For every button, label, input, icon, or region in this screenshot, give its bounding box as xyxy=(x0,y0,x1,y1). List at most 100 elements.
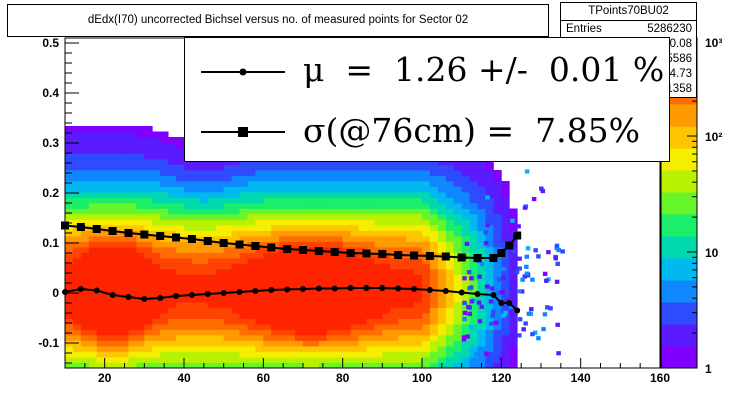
heatmap-cell xyxy=(429,247,439,253)
heatmap-cell xyxy=(374,258,383,264)
heatmap-cell xyxy=(287,225,296,231)
heatmap-cell xyxy=(160,357,169,363)
heatmap-cell xyxy=(231,285,240,292)
heatmap-cell xyxy=(493,313,502,319)
heatmap-cell xyxy=(414,208,423,215)
heatmap-cell xyxy=(65,192,74,198)
heatmap-cell xyxy=(453,269,463,275)
heatmap-cell xyxy=(445,335,455,341)
heatmap-cell xyxy=(199,219,209,226)
heatmap-cell xyxy=(65,263,74,270)
heatmap-cell xyxy=(461,186,470,193)
tail-cell xyxy=(477,274,482,279)
heatmap-cell xyxy=(144,225,153,231)
heatmap-cell xyxy=(168,302,177,308)
heatmap-cell xyxy=(429,208,439,215)
heatmap-cell xyxy=(279,313,288,319)
heatmap-cell xyxy=(493,280,502,286)
heatmap-cell xyxy=(72,263,82,270)
heatmap-cell xyxy=(318,291,328,297)
heatmap-cell xyxy=(72,274,82,281)
heatmap-cell xyxy=(422,285,431,292)
heatmap-cell xyxy=(310,291,320,297)
heatmap-cell xyxy=(477,269,486,275)
heatmap-cell xyxy=(152,351,161,358)
heatmap-cell xyxy=(80,148,90,154)
heatmap-cell xyxy=(445,324,455,330)
heatmap-cell xyxy=(160,241,169,248)
heatmap-cell xyxy=(287,214,296,220)
heatmap-cell xyxy=(207,346,217,352)
stats-name: TPoints70BU02 xyxy=(588,5,669,17)
heatmap-cell xyxy=(168,186,177,193)
heatmap-cell xyxy=(104,280,113,286)
mu-point xyxy=(474,291,481,297)
heatmap-cell xyxy=(136,335,145,341)
heatmap-cell xyxy=(437,197,447,204)
tail-cell xyxy=(462,316,467,322)
heatmap-cell xyxy=(318,307,328,314)
heatmap-cell xyxy=(215,263,225,270)
heatmap-cell xyxy=(120,335,129,341)
heatmap-cell xyxy=(144,335,153,341)
heatmap-cell xyxy=(326,219,336,226)
heatmap-cell xyxy=(485,269,494,275)
heatmap-cell xyxy=(104,131,113,138)
heatmap-cell xyxy=(358,181,367,187)
tail-cell xyxy=(483,240,489,246)
heatmap-cell xyxy=(144,329,153,336)
heatmap-cell xyxy=(191,164,201,171)
heatmap-cell xyxy=(199,175,209,182)
heatmap-cell xyxy=(176,357,185,363)
heatmap-cell xyxy=(501,291,510,297)
heatmap-cell xyxy=(191,170,201,176)
heatmap-cell xyxy=(422,362,431,369)
heatmap-cell xyxy=(120,126,129,132)
heatmap-cell xyxy=(231,252,240,259)
heatmap-cell xyxy=(96,203,106,209)
heatmap-cell xyxy=(453,346,463,352)
heatmap-cell xyxy=(207,214,217,220)
heatmap-cell xyxy=(501,197,510,204)
heatmap-cell xyxy=(461,192,470,198)
heatmap-cell xyxy=(207,296,217,303)
heatmap-cell xyxy=(445,203,455,209)
heatmap-cell xyxy=(80,192,90,198)
mu-point xyxy=(109,292,116,298)
heatmap-cell xyxy=(239,318,248,325)
heatmap-cell xyxy=(445,329,455,336)
heatmap-cell xyxy=(287,164,296,171)
heatmap-cell xyxy=(152,335,161,341)
heatmap-cell xyxy=(437,175,447,182)
heatmap-cell xyxy=(437,258,447,264)
heatmap-cell xyxy=(437,208,447,215)
heatmap-cell xyxy=(120,247,129,253)
heatmap-cell xyxy=(382,291,391,297)
mu-point xyxy=(331,285,338,292)
heatmap-cell xyxy=(295,318,304,325)
heatmap-cell xyxy=(223,225,232,231)
heatmap-cell xyxy=(136,219,145,226)
heatmap-cell xyxy=(144,203,153,209)
heatmap-cell xyxy=(279,186,288,193)
heatmap-cell xyxy=(112,318,121,325)
tail-cell xyxy=(560,249,565,254)
heatmap-cell xyxy=(223,230,232,237)
heatmap-cell xyxy=(65,302,74,308)
heatmap-cell xyxy=(422,214,431,220)
heatmap-cell xyxy=(358,313,367,319)
heatmap-cell xyxy=(144,197,153,204)
heatmap-cell xyxy=(445,186,455,193)
heatmap-cell xyxy=(191,318,201,325)
heatmap-cell xyxy=(136,203,145,209)
tail-cell xyxy=(536,336,541,341)
heatmap-cell xyxy=(128,335,137,341)
tail-cell xyxy=(548,306,553,311)
heatmap-cell xyxy=(104,164,113,171)
heatmap-cell xyxy=(207,280,217,286)
heatmap-cell xyxy=(136,313,145,319)
heatmap-cell xyxy=(65,186,74,193)
heatmap-cell xyxy=(65,247,74,253)
heatmap-cell xyxy=(350,318,359,325)
heatmap-cell xyxy=(96,340,106,347)
